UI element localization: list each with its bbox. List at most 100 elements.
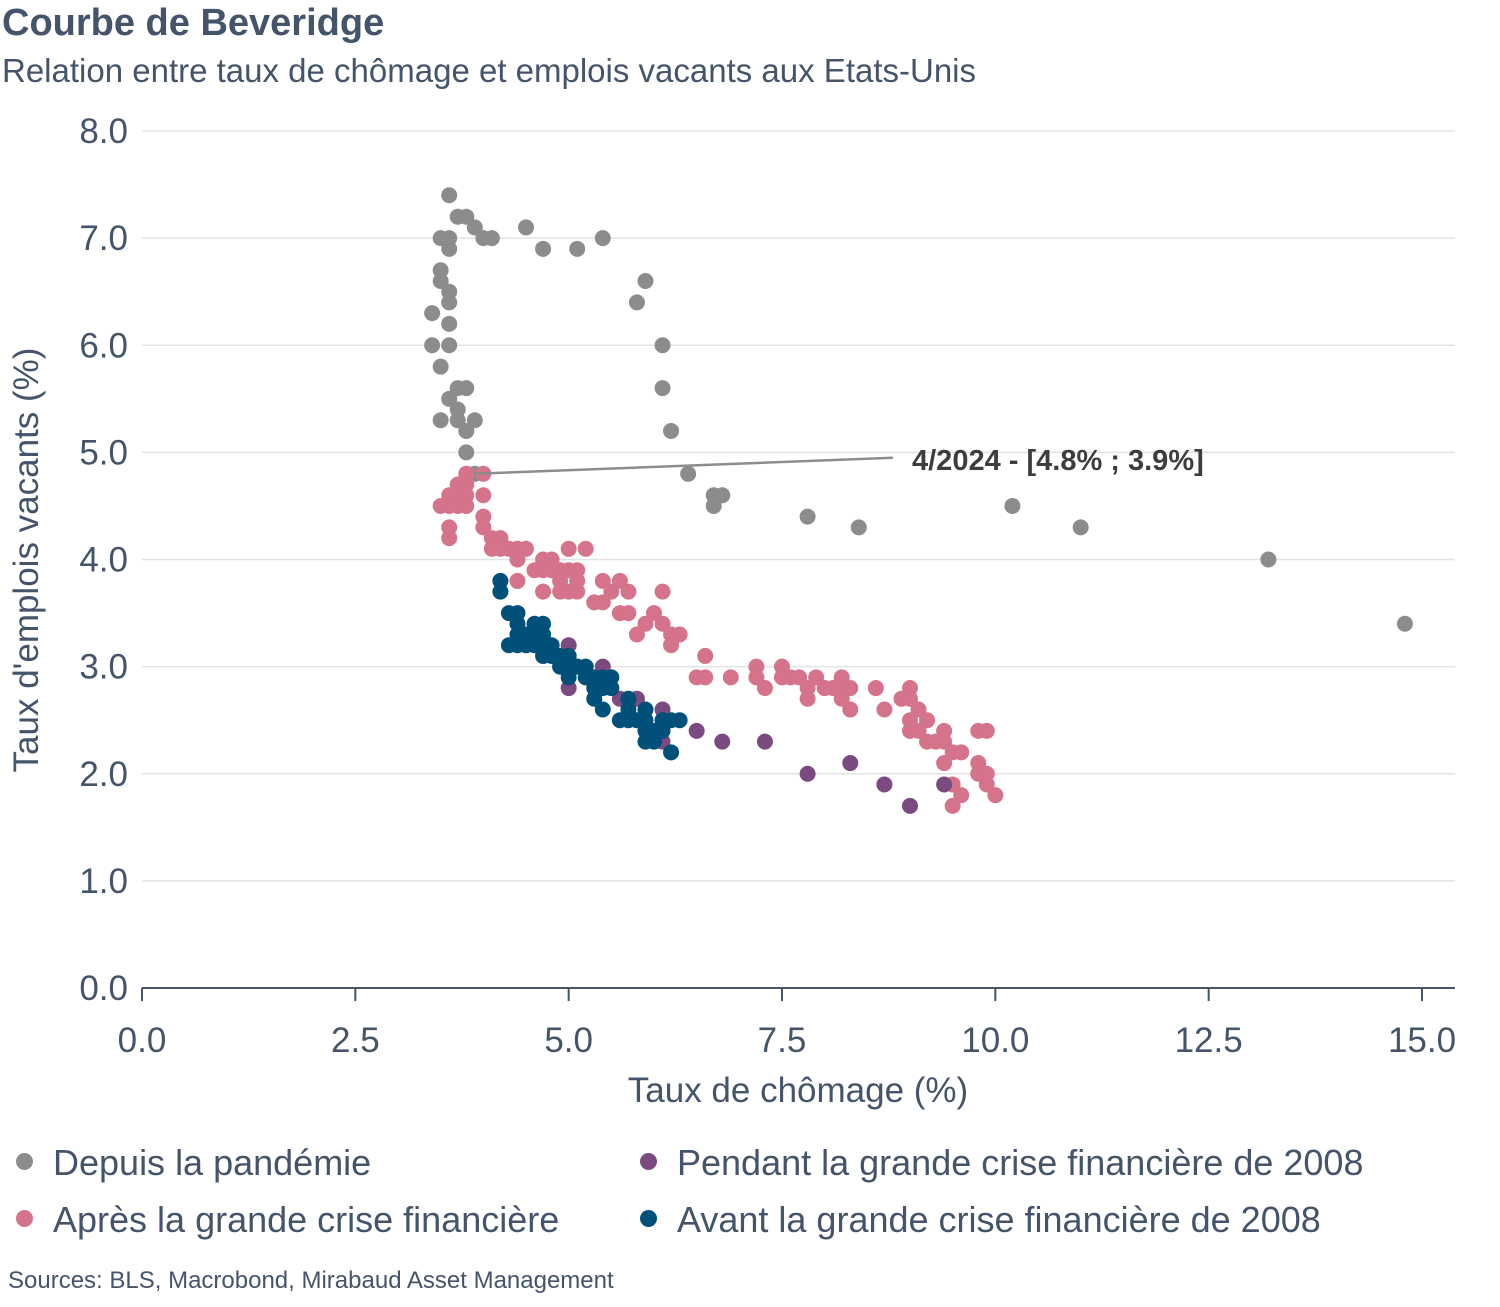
scatter-point xyxy=(441,294,458,311)
scatter-point xyxy=(432,412,449,429)
x-tick-label: 5.0 xyxy=(544,1021,593,1060)
scatter-point xyxy=(449,208,466,225)
scatter-point xyxy=(620,605,637,622)
scatter-point xyxy=(833,690,850,707)
scatter-point xyxy=(919,712,936,729)
x-tick-label: 2.5 xyxy=(331,1021,380,1060)
annotation-label: 4/2024 - [4.8% ; 3.9%] xyxy=(912,445,1204,477)
scatter-point xyxy=(518,219,534,236)
scatter-point xyxy=(535,240,552,257)
scatter-point xyxy=(663,637,680,654)
scatter-point xyxy=(603,680,620,697)
scatter-point xyxy=(569,583,586,600)
scatter-point xyxy=(577,540,594,557)
scatter-point xyxy=(842,680,859,697)
scatter-point xyxy=(902,797,918,814)
scatter-point xyxy=(560,540,577,557)
scatter-point xyxy=(867,680,884,697)
source-note: Sources: BLS, Macrobond, Mirabaud Asset … xyxy=(8,1267,614,1294)
chart-subtitle: Relation entre taux de chômage et emploi… xyxy=(2,52,977,89)
scatter-point xyxy=(441,187,458,204)
data-points xyxy=(424,187,1413,814)
scatter-point xyxy=(620,690,637,707)
scatter-point xyxy=(987,787,1004,804)
scatter-point xyxy=(535,626,552,643)
scatter-point xyxy=(791,669,808,686)
legend-marker xyxy=(16,1152,33,1170)
scatter-point xyxy=(842,755,859,772)
scatter-point xyxy=(637,615,654,632)
x-tick-label: 7.5 xyxy=(758,1021,807,1060)
scatter-point xyxy=(646,605,662,622)
scatter-point xyxy=(944,797,961,814)
scatter-point xyxy=(432,230,449,247)
scatter-point xyxy=(697,647,714,664)
scatter-point xyxy=(509,551,526,568)
y-tick-label: 0.0 xyxy=(79,969,128,1008)
scatter-point xyxy=(611,572,628,589)
scatter-point xyxy=(842,701,859,718)
scatter-point xyxy=(978,722,995,739)
scatter-point xyxy=(748,669,765,686)
y-tick-label: 6.0 xyxy=(79,326,128,365)
scatter-point xyxy=(560,669,577,686)
scatter-point xyxy=(1072,519,1089,536)
scatter-point xyxy=(671,626,688,643)
scatter-point xyxy=(671,712,688,729)
scatter-point xyxy=(654,337,671,354)
scatter-point xyxy=(432,358,449,375)
scatter-point xyxy=(441,497,458,514)
scatter-point xyxy=(594,230,611,247)
scatter-point xyxy=(458,444,475,461)
scatter-point xyxy=(756,680,773,697)
scatter-point xyxy=(432,272,449,289)
scatter-point xyxy=(628,294,645,311)
legend-label: Pendant la grande crise financière de 20… xyxy=(677,1142,1364,1183)
scatter-point xyxy=(535,583,552,600)
x-tick-labels: 0.0 2.5 5.0 7.5 10.0 12.5 15.0 xyxy=(118,988,1456,1060)
scatter-point xyxy=(876,776,893,793)
scatter-point xyxy=(663,744,680,761)
legend-item-apres-crise: Après la grande crise financière xyxy=(16,1199,559,1241)
scatter-point xyxy=(603,583,620,600)
legend-label: Avant la grande crise financière de 2008 xyxy=(677,1199,1321,1240)
scatter-point xyxy=(697,669,714,686)
scatter-point xyxy=(620,583,637,600)
scatter-point xyxy=(475,230,492,247)
scatter-point xyxy=(441,530,458,547)
x-tick-label: 10.0 xyxy=(961,1021,1029,1060)
scatter-point xyxy=(654,583,671,600)
scatter-point xyxy=(902,690,918,707)
scatter-point xyxy=(466,412,483,429)
scatter-point xyxy=(518,540,534,557)
scatter-point xyxy=(705,497,722,514)
scatter-point xyxy=(449,412,466,429)
scatter-point xyxy=(492,540,509,557)
scatter-point xyxy=(466,219,483,236)
y-tick-label: 5.0 xyxy=(79,433,128,472)
y-axis-label: Taux d'emplois vacants (%) xyxy=(7,348,46,773)
legend-marker xyxy=(640,1209,657,1227)
legend-marker xyxy=(16,1209,33,1227)
gridlines xyxy=(142,130,1455,882)
scatter-point xyxy=(509,637,526,654)
scatter-point xyxy=(808,669,825,686)
scatter-point xyxy=(654,615,671,632)
scatter-point xyxy=(424,337,441,354)
y-tick-label: 3.0 xyxy=(79,648,128,687)
scatter-point xyxy=(654,722,671,739)
scatter-point xyxy=(646,733,662,750)
scatter-point xyxy=(441,315,458,332)
scatter-point xyxy=(1260,551,1277,568)
x-tick-label: 15.0 xyxy=(1388,1021,1456,1060)
legend-label: Depuis la pandémie xyxy=(53,1142,372,1183)
scatter-point xyxy=(680,465,697,482)
chart-title: Courbe de Beveridge xyxy=(2,2,385,44)
y-tick-labels: 0.0 1.0 2.0 3.0 4.0 5.0 6.0 7.0 8.0 xyxy=(79,112,128,1008)
legend-item-pandemie: Depuis la pandémie xyxy=(16,1142,371,1184)
scatter-point xyxy=(475,487,492,504)
scatter-point xyxy=(876,701,893,718)
scatter-point xyxy=(756,733,773,750)
legend-label: Après la grande crise financière xyxy=(53,1199,560,1240)
scatter-point xyxy=(714,733,731,750)
